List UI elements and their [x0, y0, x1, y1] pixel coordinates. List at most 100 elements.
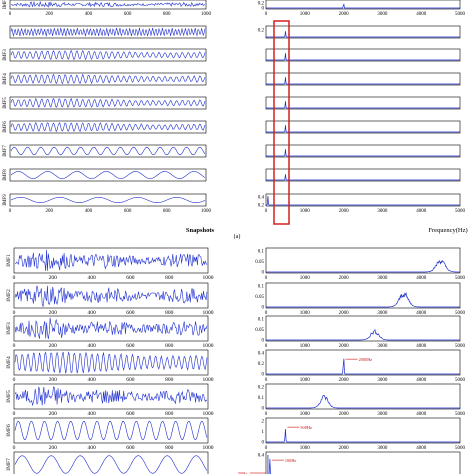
- x-tick-label: 400: [85, 12, 93, 17]
- spectrum-axes-frame: [265, 193, 461, 207]
- x-tick-label: 800: [163, 12, 171, 17]
- annotation-label: 2000Hz: [359, 357, 373, 362]
- y-tick-label: 0.2: [258, 29, 265, 34]
- spectrum-line: [266, 53, 460, 61]
- x-tick-label: 2000: [339, 311, 350, 316]
- spectrum-line: [266, 394, 460, 409]
- time-axes-frame: [9, 96, 207, 110]
- time-series-line: [14, 317, 208, 340]
- spectrum-line: [266, 3, 460, 9]
- time-axes-frame: [13, 282, 209, 309]
- x-tick-label: 800: [165, 377, 174, 383]
- imf-row-label: IMF6: [3, 121, 8, 133]
- time-axes-frame: [13, 315, 209, 342]
- x-tick-label: 5000: [455, 12, 466, 17]
- x-tick-label: 4000: [416, 446, 427, 451]
- x-tick-label: 600: [126, 377, 135, 383]
- imf-row-label: IMF5: [3, 97, 8, 109]
- x-tick-label: 2000: [339, 209, 350, 214]
- x-tick-label: 5000: [455, 344, 466, 349]
- x-tick-label: 200: [49, 445, 58, 451]
- time-series-line: [10, 73, 206, 85]
- x-tick-label: 1000: [201, 12, 212, 17]
- x-tick-label: 800: [165, 445, 174, 451]
- x-tick-label: 600: [124, 209, 132, 214]
- time-axes-frame: [9, 144, 207, 158]
- time-series-line: [14, 285, 208, 308]
- x-tick-label: 400: [87, 275, 96, 281]
- x-tick-label: 3000: [377, 344, 388, 349]
- y-tick-label: 0: [262, 271, 265, 276]
- x-tick-label: 200: [49, 310, 58, 316]
- x-tick-label: 1000: [203, 343, 214, 349]
- x-tick-label: 3000: [377, 378, 388, 383]
- x-tick-label: 200: [49, 411, 58, 417]
- y-tick-label: 0.1: [258, 285, 265, 290]
- spectrum-line: [266, 31, 460, 38]
- time-series-line: [10, 171, 206, 179]
- x-tick-label: 200: [45, 209, 53, 214]
- spectrum-line: [266, 125, 460, 133]
- x-tick-label: 3000: [377, 311, 388, 316]
- spectrum-axes-frame: [265, 0, 461, 10]
- imf-row-label: IMF7: [3, 145, 8, 157]
- x-tick-label: 800: [165, 310, 174, 316]
- y-tick-label: 0.1: [258, 396, 265, 401]
- x-tick-label: 400: [87, 377, 96, 383]
- x-tick-label: 5000: [455, 311, 466, 316]
- x-tick-label: 1000: [203, 445, 214, 451]
- x-tick-label: 1000: [300, 12, 311, 17]
- y-tick-label: 0.05: [255, 295, 264, 300]
- x-tick-label: 5000: [455, 276, 466, 281]
- x-tick-label: 800: [165, 343, 174, 349]
- x-tick-label: 3000: [377, 209, 388, 214]
- x-tick-label: 0: [13, 310, 16, 316]
- x-tick-label: 600: [126, 275, 135, 281]
- time-axes-frame: [13, 349, 209, 376]
- x-tick-label: 5000: [455, 412, 466, 417]
- x-tick-label: 3000: [377, 446, 388, 451]
- x-tick-label: 400: [87, 343, 96, 349]
- x-tick-label: 200: [45, 12, 53, 17]
- imf-row-label: IMF4: [3, 73, 8, 85]
- spectrum-line: [266, 328, 460, 341]
- x-tick-label: 2000: [339, 344, 350, 349]
- x-tick-label: 600: [126, 411, 135, 417]
- x-tick-label: 1000: [203, 377, 214, 383]
- y-tick-label: 0.05: [255, 328, 264, 333]
- time-series-line: [10, 121, 206, 133]
- x-tick-label: 2000: [339, 446, 350, 451]
- y-tick-label: 0: [262, 441, 265, 446]
- x-tick-label: 0: [265, 276, 268, 281]
- x-tick-label: 0: [265, 311, 268, 316]
- imf-row-label: IMF6: [6, 424, 12, 437]
- x-tick-label: 4000: [416, 12, 427, 17]
- y-tick-label: 0.1: [258, 250, 265, 255]
- x-tick-label: 0: [9, 12, 12, 17]
- x-tick-label: 400: [87, 310, 96, 316]
- x-tick-label: 200: [49, 275, 58, 281]
- imf-row-label: IMF1: [6, 254, 12, 267]
- spectrum-axes-frame: [265, 315, 461, 342]
- spectrum-axes-frame: [265, 72, 461, 86]
- x-tick-label: 600: [126, 343, 135, 349]
- y-tick-label: 0: [262, 407, 265, 412]
- spectrum-axes-frame: [265, 383, 461, 410]
- x-tick-label: 5000: [455, 209, 466, 214]
- xlabel-frequency: Frequency(Hz): [428, 227, 467, 234]
- x-tick-label: 1000: [201, 209, 212, 214]
- y-tick-label: 0.05: [255, 260, 264, 265]
- y-tick-label: 0: [262, 306, 265, 311]
- x-tick-label: 0: [265, 412, 268, 417]
- spectrum-axes-frame: [265, 120, 461, 134]
- x-tick-label: 0: [13, 275, 16, 281]
- y-tick-label: 0: [262, 339, 265, 344]
- y-tick-label: 0.2: [258, 204, 265, 209]
- time-axes-frame: [9, 120, 207, 134]
- time-axes-frame: [9, 48, 207, 62]
- imf-row-label: IMF3: [6, 322, 12, 335]
- y-tick-label: 0.4: [258, 196, 265, 201]
- x-tick-label: 400: [85, 209, 93, 214]
